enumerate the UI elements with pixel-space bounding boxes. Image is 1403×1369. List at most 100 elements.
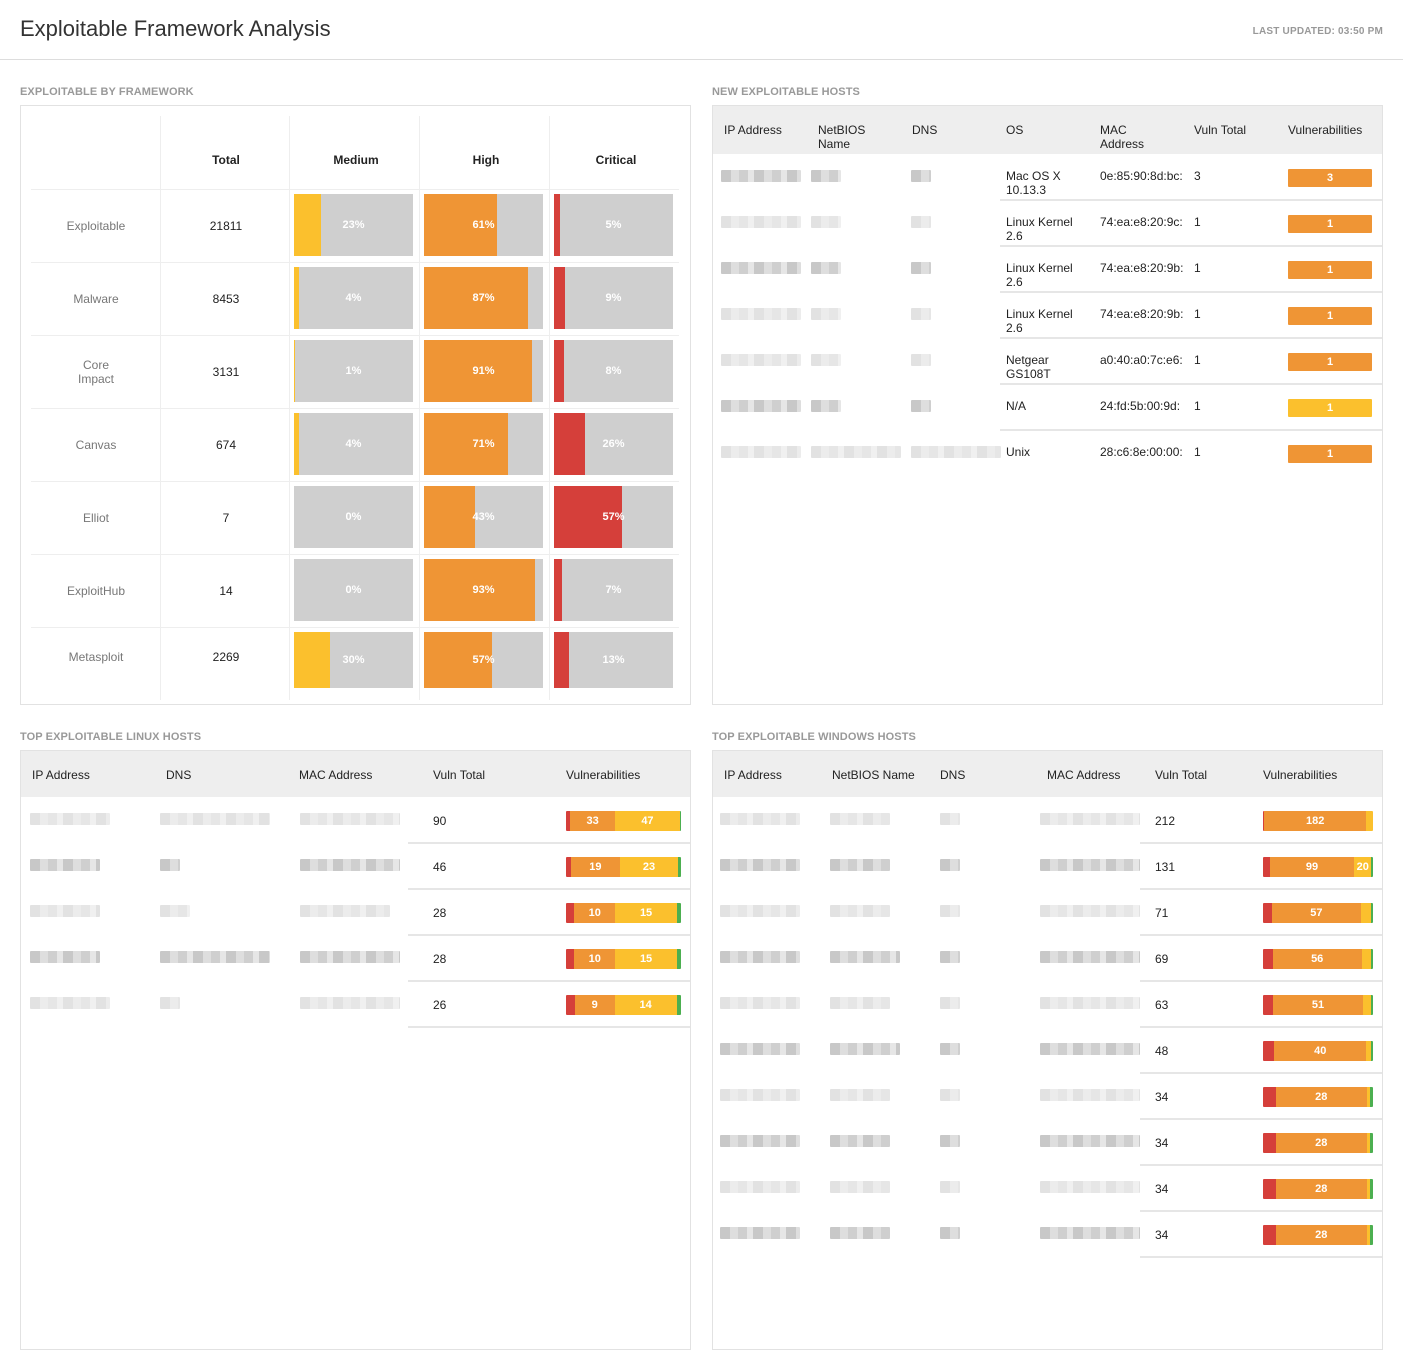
medium-percent-label: 4% — [345, 292, 362, 304]
vulnerabilities-bar[interactable]: 40 — [1263, 1041, 1373, 1061]
column-header-os[interactable]: OS — [1006, 123, 1024, 137]
table-row[interactable]: Mac OS X 10.13.3 0e:85:90:8d:bc: 3 3 — [713, 154, 1382, 200]
mac-address-redacted — [1040, 813, 1140, 825]
ip-address-redacted — [720, 1089, 800, 1101]
high-percent-bar[interactable]: 43% — [424, 486, 543, 548]
vulnerabilities-bar[interactable]: 28 — [1263, 1087, 1373, 1107]
table-row[interactable]: Netgear GS108T a0:40:a0:7c:e6: 1 1 — [713, 338, 1382, 384]
table-row[interactable]: N/A 24:fd:5b:00:9d: 1 1 — [713, 384, 1382, 430]
row-divider — [1140, 1210, 1382, 1212]
column-header-dns[interactable]: DNS — [912, 123, 938, 137]
critical-percent-bar[interactable]: 9% — [554, 267, 673, 329]
medium-percent-bar[interactable]: 4% — [294, 267, 413, 329]
medium-percent-bar[interactable]: 30% — [294, 632, 413, 688]
column-header-dns[interactable]: DNS — [166, 768, 192, 782]
critical-percent-bar[interactable]: 8% — [554, 340, 673, 402]
vulnerabilities-bar[interactable]: 19 23 — [566, 857, 681, 877]
critical-percent-bar[interactable]: 5% — [554, 194, 673, 256]
table-row[interactable]: 63 51 — [713, 981, 1382, 1027]
ip-address-redacted — [720, 1227, 800, 1239]
vulnerabilities-bar[interactable]: 3 — [1288, 169, 1372, 187]
dns-redacted — [940, 1043, 960, 1055]
high-percent-bar[interactable]: 61% — [424, 194, 543, 256]
column-header-mac[interactable]: MAC Address — [299, 768, 373, 782]
medium-percent-bar[interactable]: 0% — [294, 559, 413, 621]
column-header-vuln-total[interactable]: Vuln Total — [433, 768, 486, 782]
netbios-name-redacted — [811, 308, 841, 320]
medium-percent-bar[interactable]: 0% — [294, 486, 413, 548]
vulnerabilities-bar[interactable]: 28 — [1263, 1179, 1373, 1199]
table-row[interactable]: 69 56 — [713, 935, 1382, 981]
table-row[interactable]: 28 10 15 — [21, 889, 690, 935]
medium-fill — [294, 267, 299, 329]
critical-percent-bar[interactable]: 7% — [554, 559, 673, 621]
high-segment: 19 — [571, 857, 620, 877]
vulnerabilities-bar[interactable]: 1 — [1288, 399, 1372, 417]
vulnerabilities-bar[interactable]: 99 20 — [1263, 857, 1373, 877]
high-percent-bar[interactable]: 57% — [424, 632, 543, 688]
vulnerabilities-bar[interactable]: 10 15 — [566, 949, 681, 969]
vulnerabilities-bar[interactable]: 56 — [1263, 949, 1373, 969]
table-row[interactable]: 131 99 20 — [713, 843, 1382, 889]
table-row[interactable]: Linux Kernel 2.6 74:ea:e8:20:9b: 1 1 — [713, 246, 1382, 292]
vulnerabilities-bar[interactable]: 1 — [1288, 307, 1372, 325]
table-row[interactable]: Unix 28:c6:8e:00:00: 1 1 — [713, 430, 1382, 476]
ip-address-redacted — [720, 813, 800, 825]
column-header-netbios[interactable]: NetBIOS Name — [832, 768, 915, 782]
high-percent-bar[interactable]: 71% — [424, 413, 543, 475]
high-percent-bar[interactable]: 91% — [424, 340, 543, 402]
table-row[interactable]: 46 19 23 — [21, 843, 690, 889]
column-header-vulnerabilities[interactable]: Vulnerabilities — [1288, 123, 1363, 137]
column-header-netbios[interactable]: NetBIOS Name — [818, 123, 866, 151]
high-percent-bar[interactable]: 87% — [424, 267, 543, 329]
column-header-vuln-total[interactable]: Vuln Total — [1194, 123, 1247, 137]
medium-percent-bar[interactable]: 4% — [294, 413, 413, 475]
medium-percent-bar[interactable]: 1% — [294, 340, 413, 402]
table-row[interactable]: 34 28 — [713, 1073, 1382, 1119]
vulnerabilities-bar[interactable]: 28 — [1263, 1133, 1373, 1153]
critical-percent-bar[interactable]: 57% — [554, 486, 673, 548]
table-row[interactable]: 71 57 — [713, 889, 1382, 935]
table-row[interactable]: 212 182 — [713, 797, 1382, 843]
column-header-ip[interactable]: IP Address — [724, 768, 782, 782]
table-row[interactable]: 34 28 — [713, 1165, 1382, 1211]
table-row[interactable]: 34 28 — [713, 1211, 1382, 1257]
critical-fill — [554, 486, 622, 548]
column-header-mac[interactable]: MAC Address — [1047, 768, 1121, 782]
vulnerabilities-bar[interactable]: 28 — [1263, 1225, 1373, 1245]
column-header-ip[interactable]: IP Address — [32, 768, 90, 782]
column-header-vuln-total[interactable]: Vuln Total — [1155, 768, 1208, 782]
vulnerabilities-bar[interactable]: 57 — [1263, 903, 1373, 923]
vulnerabilities-bar[interactable]: 1 — [1288, 353, 1372, 371]
table-row[interactable]: 26 9 14 — [21, 981, 690, 1027]
vulnerabilities-bar[interactable]: 1 — [1288, 445, 1372, 463]
high-percent-bar[interactable]: 93% — [424, 559, 543, 621]
table-row[interactable]: 48 40 — [713, 1027, 1382, 1073]
ip-address-redacted — [30, 905, 100, 917]
table-row[interactable]: Linux Kernel 2.6 74:ea:e8:20:9b: 1 1 — [713, 292, 1382, 338]
column-header-ip[interactable]: IP Address — [724, 123, 782, 137]
column-header-mac[interactable]: MAC Address — [1100, 123, 1145, 151]
column-header-vulnerabilities[interactable]: Vulnerabilities — [1263, 768, 1338, 782]
critical-percent-bar[interactable]: 13% — [554, 632, 673, 688]
vulnerabilities-bar[interactable]: 9 14 — [566, 995, 681, 1015]
vulnerabilities-bar[interactable]: 1 — [1288, 261, 1372, 279]
vulnerabilities-bar[interactable]: 1 — [1288, 215, 1372, 233]
critical-percent-bar[interactable]: 26% — [554, 413, 673, 475]
vulnerabilities-bar[interactable]: 182 — [1263, 811, 1373, 831]
column-header-dns[interactable]: DNS — [940, 768, 966, 782]
column-header-vulnerabilities[interactable]: Vulnerabilities — [566, 768, 641, 782]
vulnerabilities-bar[interactable]: 10 15 — [566, 903, 681, 923]
critical-percent-label: 7% — [605, 584, 622, 596]
high-percent-label: 43% — [472, 511, 495, 523]
critical-percent-label: 13% — [602, 654, 625, 666]
table-row[interactable]: 90 33 47 — [21, 797, 690, 843]
table-row[interactable]: 34 28 — [713, 1119, 1382, 1165]
vulnerabilities-bar[interactable]: 33 47 — [566, 811, 681, 831]
table-row[interactable]: 28 10 15 — [21, 935, 690, 981]
vulnerabilities-bar[interactable]: 51 — [1263, 995, 1373, 1015]
medium-percent-bar[interactable]: 23% — [294, 194, 413, 256]
table-row[interactable]: Linux Kernel 2.6 74:ea:e8:20:9c: 1 1 — [713, 200, 1382, 246]
row-divider — [1140, 1256, 1382, 1258]
high-segment: 51 — [1273, 995, 1363, 1015]
